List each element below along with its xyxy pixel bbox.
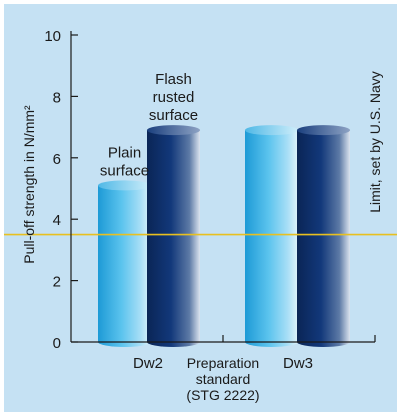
bar-cap	[98, 180, 151, 191]
x-category-label: Dw3	[283, 355, 313, 372]
bar-dw2-2	[147, 130, 200, 347]
bar-cap	[245, 125, 298, 136]
x-category-label: Dw2	[133, 355, 163, 372]
bar-label: surface	[149, 107, 198, 124]
y-tick-label: 10	[44, 28, 61, 45]
x-axis-title: (STG 2222)	[186, 387, 259, 403]
y-tick-label: 6	[53, 151, 61, 168]
y-tick-label: 4	[53, 212, 61, 229]
y-axis-title: Pull-off strength in N/mm²	[21, 105, 37, 264]
bar-label: surface	[100, 162, 149, 179]
bar-dw3-1	[245, 130, 298, 347]
bar-cap	[297, 125, 350, 136]
bar-dw3-2	[297, 130, 350, 347]
x-axis-title: Preparation	[187, 355, 259, 371]
limit-label: Limit, set by U.S. Navy	[367, 71, 383, 213]
bar-label: Flash	[155, 71, 192, 88]
x-axis-title: standard	[196, 371, 250, 387]
bar-label: rusted	[153, 89, 195, 106]
y-tick-label: 0	[53, 335, 61, 352]
bar-cap	[147, 125, 200, 136]
bar-label: Plain	[108, 144, 141, 161]
chart-panel: 0 2 4 6 8 10 Pull-off strength in N/mm² Plain su…	[4, 4, 397, 412]
bar-dw2-1	[98, 185, 151, 347]
y-tick-label: 2	[53, 274, 61, 291]
y-tick-label: 8	[53, 89, 61, 106]
